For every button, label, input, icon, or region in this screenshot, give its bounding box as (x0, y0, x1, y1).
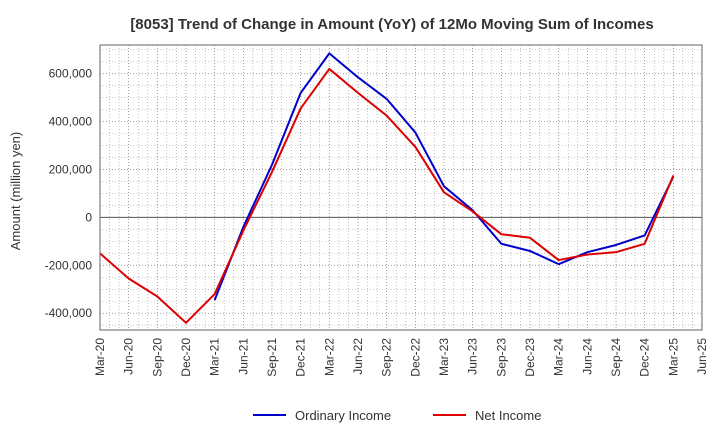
x-tick-label: Jun-23 (466, 338, 480, 375)
gridlines (99, 45, 703, 330)
x-tick-label: Sep-21 (265, 338, 279, 377)
x-tick-label: Jun-20 (122, 338, 136, 375)
x-tick-label: Sep-22 (380, 338, 394, 377)
x-tick-label: Dec-20 (179, 338, 193, 377)
chart-title: [8053] Trend of Change in Amount (YoY) o… (130, 16, 653, 33)
y-tick-label: 600,000 (49, 67, 93, 81)
plot-area (100, 45, 702, 330)
y-tick-label: 200,000 (49, 163, 93, 177)
x-tick-label: Mar-23 (437, 338, 451, 376)
x-tick-label: Dec-21 (294, 338, 308, 377)
plot-frame (99, 44, 703, 331)
series-line-ordinary-income (213, 52, 675, 301)
x-tick-label: Sep-20 (150, 338, 164, 377)
x-tick-label: Mar-22 (322, 338, 336, 376)
y-tick-label: -200,000 (45, 258, 93, 272)
plot-background (100, 45, 702, 330)
x-tick-label: Jun-24 (580, 338, 594, 375)
plot-border (99, 44, 703, 331)
series-layer (99, 52, 675, 324)
y-tick-label: 400,000 (49, 115, 93, 129)
y-axis-label: Amount (million yen) (8, 132, 23, 251)
x-tick-label: Jun-22 (351, 338, 365, 375)
x-tick-label: Jun-21 (236, 338, 250, 375)
y-tick-labels: -400,000 -200,000 0 200,000 400,000 600,000 (45, 67, 93, 320)
x-tick-labels: Mar-20 Jun-20 Sep-20 Dec-20 Mar-21 Jun-21 Sep-… (93, 338, 709, 377)
legend-label-ordinary-income: Ordinary Income (295, 408, 391, 423)
x-tick-label: Mar-25 (666, 338, 680, 376)
x-tick-label: Mar-21 (208, 338, 222, 376)
x-tick-label: Dec-22 (408, 338, 422, 377)
legend-label-net-income: Net Income (475, 408, 541, 423)
legend: Ordinary Income Net Income (253, 408, 541, 423)
series-line-net-income (99, 67, 675, 324)
x-tick-label: Sep-24 (609, 338, 623, 377)
x-tick-label: Mar-24 (552, 338, 566, 376)
x-tick-label: Dec-24 (638, 338, 652, 377)
y-tick-label: 0 (85, 210, 92, 224)
x-tick-label: Dec-23 (523, 338, 537, 377)
x-tick-label: Sep-23 (494, 338, 508, 377)
x-tick-label: Mar-20 (93, 338, 107, 376)
y-tick-label: -400,000 (45, 306, 93, 320)
x-tick-label: Jun-25 (695, 338, 709, 375)
